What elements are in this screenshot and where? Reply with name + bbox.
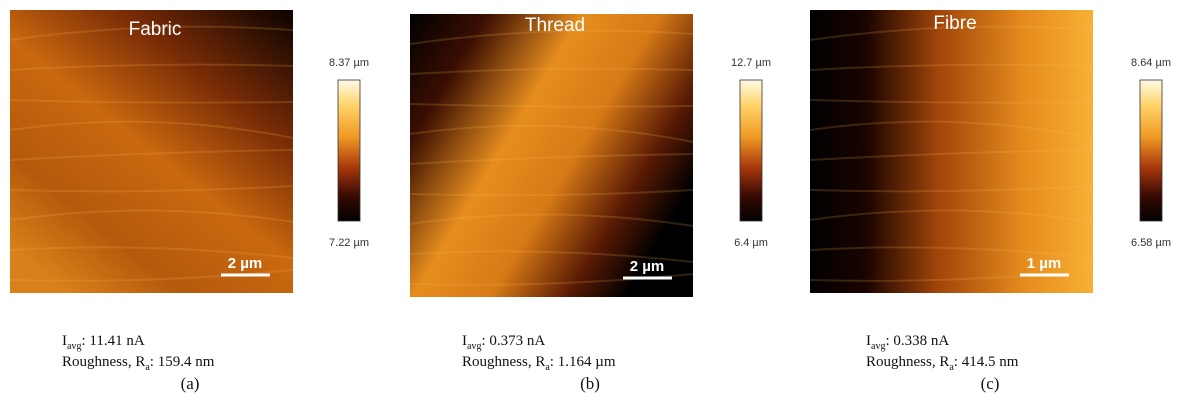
colorbar [337,79,361,222]
roughness-subscript: a [949,362,954,373]
texture [809,25,1094,41]
image-label: Thread [525,15,585,36]
current-subscript: avg [871,341,885,352]
image-label: Fibre [933,13,976,34]
roughness-value: : 414.5 nm [954,354,1019,370]
texture [809,246,1094,259]
texture [809,269,1094,282]
texture [9,209,294,223]
texture [9,269,294,282]
texture [809,120,1094,139]
caption: (c) [981,374,1000,393]
texture [409,124,694,143]
roughness-label: Roughness, R [62,354,145,370]
texture [9,246,294,259]
texture [409,103,694,108]
roughness-value: : 159.4 nm [150,354,215,370]
colorbar-max: 12.7 µm [731,57,771,69]
roughness-subscript: a [545,362,550,373]
texture [809,185,1094,193]
texture [409,29,694,45]
current-text: Iavg: 0.338 nA [866,333,949,352]
colorbar-min: 6.58 µm [1131,237,1171,249]
afm-image [410,14,693,297]
colorbar-max: 8.37 µm [329,57,369,69]
afm-image [810,10,1093,293]
texture [9,149,294,161]
caption: (a) [181,374,200,393]
texture [9,185,294,193]
scale-bar-label: 2 µm [228,255,263,272]
colorbar-max: 8.64 µm [1131,57,1171,69]
colorbar-min: 6.4 µm [734,237,768,249]
colorbar [739,79,763,222]
current-symbol: I [866,333,871,349]
current-subscript: avg [467,341,481,352]
roughness-text: Roughness, Ra: 159.4 nm [62,354,215,373]
scale-bar-label: 1 µm [1027,255,1062,272]
roughness-text: Roughness, Ra: 1.164 µm [462,354,616,373]
texture [409,189,694,197]
current-value: : 0.338 nA [885,333,949,349]
texture [809,149,1094,161]
current-symbol: I [462,333,467,349]
caption: (b) [580,374,600,393]
texture [409,213,694,227]
texture [409,153,694,165]
roughness-value: : 1.164 µm [550,354,616,370]
afm-image [10,10,293,293]
roughness-subscript: a [145,362,150,373]
current-text: Iavg: 11.41 nA [62,333,145,352]
texture [809,209,1094,223]
current-subscript: avg [67,341,81,352]
scale-bar-label: 2 µm [630,258,665,275]
current-value: : 11.41 nA [81,333,144,349]
texture [809,63,1094,71]
image-label: Fabric [129,19,182,40]
texture [809,99,1094,104]
roughness-label: Roughness, R [866,354,949,370]
texture [9,120,294,139]
texture [9,25,294,41]
texture [409,67,694,75]
texture [9,99,294,104]
colorbar-min: 7.22 µm [329,237,369,249]
texture [409,250,694,263]
current-symbol: I [62,333,67,349]
colorbar [1139,79,1163,222]
roughness-label: Roughness, R [462,354,545,370]
texture [9,63,294,71]
roughness-text: Roughness, Ra: 414.5 nm [866,354,1019,373]
current-value: : 0.373 nA [481,333,545,349]
current-text: Iavg: 0.373 nA [462,333,545,352]
